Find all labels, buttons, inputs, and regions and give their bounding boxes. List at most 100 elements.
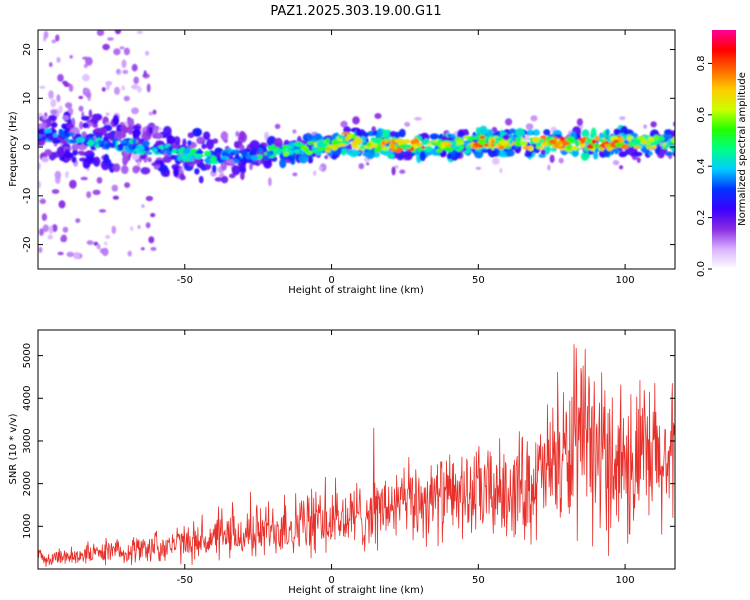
spectrogram-speckle (131, 84, 139, 90)
spectrogram-ridge-cell (578, 143, 586, 148)
spectrogram-ridge-cell (44, 128, 52, 135)
spectrogram-frame (37, 29, 676, 270)
spectrogram-speckle (39, 228, 44, 236)
snr-panel: -50 0 50 100 1000 2000 3000 4000 5000 Height of… (8, 329, 676, 596)
spectrogram-ridge-cell (599, 139, 606, 143)
spectrogram-band-cell (590, 127, 597, 139)
spectrogram-speckle (324, 155, 329, 160)
spectrogram-ridge-cell (341, 131, 351, 135)
spectrogram-band-cell (429, 133, 440, 140)
spectrogram-speckle (101, 247, 109, 257)
spectrogram-speckle (82, 74, 90, 82)
x-tick-label: 100 (616, 575, 635, 586)
spectrogram-speckle (56, 57, 61, 63)
spectrogram-band-cell (201, 143, 207, 149)
spectrogram-ridge-cell (248, 150, 256, 157)
spectrogram-ridge-cell (294, 141, 303, 148)
spectrogram-ridge-cell (538, 146, 545, 150)
spectrogram-ridge-cell (407, 144, 412, 150)
spectrogram-band-cell (239, 144, 245, 151)
snr-series-line (38, 344, 675, 568)
spectrogram-ridge-cell (354, 136, 361, 141)
spectrogram-ridge-cell (151, 147, 158, 153)
spectrogram-band-cell (82, 122, 89, 129)
spectrogram-speckle (38, 162, 41, 170)
spectrogram-speckle (38, 246, 43, 253)
snr-y-axis: 1000 2000 3000 4000 5000 (22, 343, 675, 539)
spectrogram-ridge-cell (519, 140, 528, 146)
spectrogram-ridge-cell (301, 145, 309, 151)
spectrogram-ridge-cell (351, 142, 358, 148)
spectrogram-band-cell (661, 134, 672, 139)
spectrogram-ridge-cell (566, 145, 573, 149)
spectrogram-speckle (141, 204, 145, 208)
spectrogram-ridge-cell (64, 133, 70, 137)
spectrogram-band-cell (56, 146, 65, 158)
spectrogram-ridge-cell (177, 151, 185, 155)
spectrogram-ridge-cell (305, 150, 314, 154)
spectrogram-ridge-cell (413, 138, 419, 144)
spectrogram-speckle (249, 162, 253, 171)
spectrogram-ridge-cell (341, 139, 348, 144)
spectrogram-speckle (105, 234, 111, 239)
spectrogram-band-cell (71, 156, 77, 164)
spectrogram-band-cell (509, 128, 516, 134)
spectrogram-speckle (57, 251, 64, 256)
spectrogram-speckle (69, 55, 73, 59)
colorbar-ticks: 0.0 0.2 0.4 0.6 0.8 (696, 55, 712, 277)
spectrogram-speckle (88, 109, 93, 119)
spectrogram-speckle (352, 116, 360, 125)
spectrogram-speckle (107, 37, 114, 41)
spectrogram-speckle (127, 250, 132, 257)
spectrogram-band-cell (182, 138, 187, 148)
spectrogram-speckle (547, 164, 551, 171)
spectrogram-band-cell (239, 130, 246, 141)
colorbar-label: Normalized spectral amplitude (737, 72, 748, 226)
spectrogram-band-cell (42, 115, 48, 120)
spectrogram-band-cell (614, 147, 620, 154)
spectrogram-speckle (105, 112, 110, 116)
spectrogram-speckle (612, 160, 620, 166)
x-tick-label: 50 (472, 275, 485, 286)
spectrogram-band-cell (159, 164, 169, 174)
spectrogram-speckle (83, 63, 88, 69)
spectrogram-ridge-cell (373, 147, 382, 153)
spectrogram-band-cell (346, 149, 354, 156)
spectrogram-band-cell (71, 144, 79, 151)
spectrogram-band-cell (214, 177, 223, 182)
spectrogram-speckle (85, 91, 92, 98)
spectrogram-ridge-cell (316, 141, 325, 148)
spectrogram-speckle (48, 225, 54, 235)
spectrogram-band-cell (94, 127, 103, 133)
spectrogram-ridge-cell (262, 155, 269, 161)
spectrogram-speckle (68, 83, 74, 92)
y-tick-label: 3000 (22, 428, 33, 453)
spectrogram-band-cell (486, 129, 494, 138)
spectrogram-band-cell (103, 153, 110, 165)
spectrogram-ridge-cell (97, 140, 102, 144)
spectrogram-speckle (79, 121, 84, 130)
spectrogram-ridge-cell (598, 146, 604, 150)
spectrogram-band-cell (446, 153, 453, 160)
spectrogram-speckle (505, 118, 513, 126)
spectrogram-speckle (48, 90, 54, 99)
spectrogram-ridge-cell (465, 144, 474, 149)
spectrogram-ridge-cell (212, 150, 219, 156)
x-tick-label: 0 (328, 575, 334, 586)
spectrogram-band-cell (131, 125, 141, 130)
spectrogram-speckle (39, 198, 46, 205)
y-tick-label: 4000 (22, 386, 33, 411)
spectrogram-band-cell (198, 175, 204, 184)
spectrogram-speckle (85, 56, 93, 66)
spectrogram-speckle (549, 154, 555, 163)
spectrogram-speckle (65, 102, 73, 109)
colorbar-scale (712, 30, 736, 269)
spectrogram-speckle (49, 62, 53, 68)
spectrogram-band-cell (93, 156, 101, 167)
spectrogram-speckle (643, 124, 647, 129)
spectrogram-ridge-cell (127, 144, 134, 149)
spectrogram-ridge-cell (509, 139, 514, 145)
spectrogram-band-cell (581, 152, 591, 159)
spectrogram-ridge-cell (64, 137, 69, 141)
spectrogram-y-axis: 20 10 0 -10 -20 (22, 43, 675, 253)
